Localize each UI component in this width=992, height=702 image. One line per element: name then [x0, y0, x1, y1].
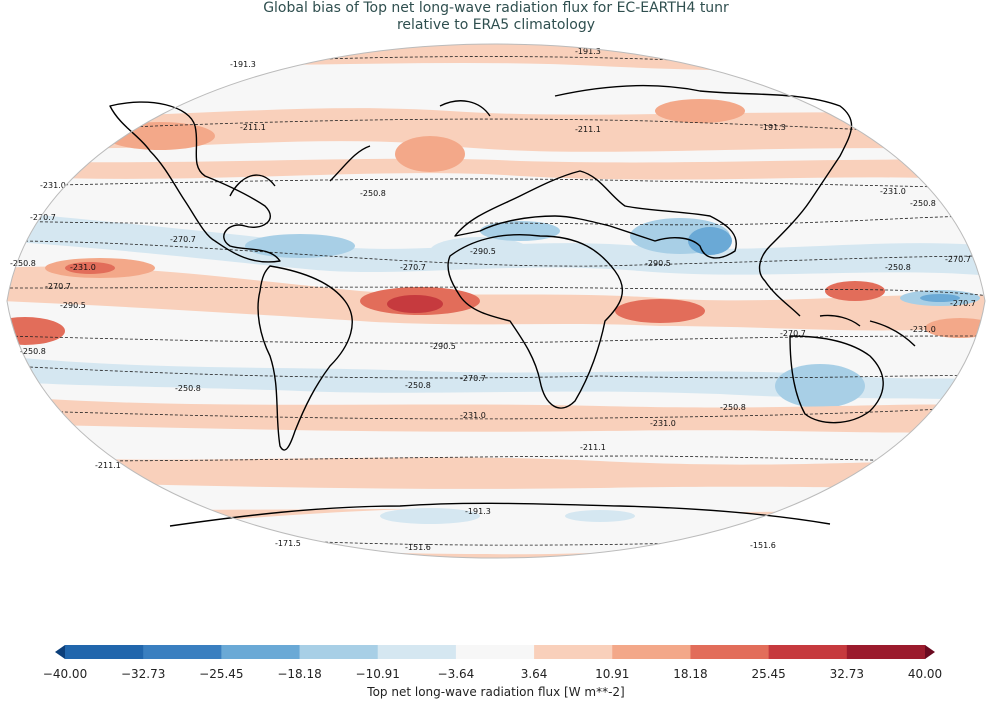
contour-label: -231.0: [460, 411, 486, 420]
colorbar-tick-label: 10.91: [595, 667, 630, 681]
contour-label-group: -191.3 -191.3 -191.3 -211.1 -211.1 -231.…: [10, 47, 976, 552]
colorbar-tick-label: −3.64: [437, 667, 475, 681]
globe-outline: [6, 43, 986, 559]
contour-label: -290.5: [60, 301, 86, 310]
contour-label: -211.1: [575, 125, 601, 134]
contour-label: -270.7: [945, 255, 971, 264]
contour-label: -231.0: [70, 263, 96, 272]
colorbar-tick-label: 32.73: [829, 667, 864, 681]
contour-label: -151.6: [405, 543, 431, 552]
map-field: [7, 44, 985, 558]
contour-label: -231.0: [40, 181, 66, 190]
contour-label: -270.7: [460, 374, 486, 383]
contour-label: -290.5: [645, 259, 671, 268]
colorbar-segment: [377, 645, 457, 659]
colorbar-tick-label: −10.91: [355, 667, 400, 681]
contour-label: -191.3: [230, 60, 256, 69]
contour-label: -270.7: [950, 299, 976, 308]
contour-label: -171.5: [275, 539, 301, 548]
chart-title-line1: Global bias of Top net long-wave radiati…: [263, 0, 729, 16]
contour-label: -191.3: [465, 507, 491, 516]
contour-label: -250.8: [360, 189, 386, 198]
contour-label: -250.8: [720, 403, 746, 412]
contour-label: -250.8: [885, 263, 911, 272]
contour-label: -250.8: [910, 199, 936, 208]
contour-label: -290.5: [430, 342, 456, 351]
colorbar-segment: [299, 645, 379, 659]
contour-label: -270.7: [170, 235, 196, 244]
colorbar-segment: [690, 645, 770, 659]
contour-label: -231.0: [650, 419, 676, 428]
colorbar-segment: [768, 645, 848, 659]
colorbar-tick-label: 25.45: [751, 667, 786, 681]
colorbar-tick-label: 40.00: [907, 667, 943, 681]
colorbar-segment: [455, 645, 535, 659]
colorbar-segment: [612, 645, 691, 659]
colorbar-segment: [534, 645, 613, 659]
contour-label: -191.3: [575, 47, 601, 56]
colorbar-segment: [221, 645, 301, 659]
coastlines: [109, 84, 916, 527]
contour-label: -270.7: [780, 329, 806, 338]
contour-label: -211.1: [580, 443, 606, 452]
colorbar-tick-label: −40.00: [42, 667, 88, 681]
colorbar-over-extension: [925, 645, 935, 659]
contour-label: -270.7: [45, 282, 71, 291]
contour-label: -250.8: [10, 259, 36, 268]
colorbar-tick-label: 18.18: [673, 667, 708, 681]
colorbar-segment: [846, 645, 926, 659]
colorbar-label: Top net long-wave radiation flux [W m**-…: [367, 685, 625, 699]
contour-label: -250.8: [20, 347, 46, 356]
contour-label: -270.7: [400, 263, 426, 272]
contour-label: -250.8: [175, 384, 201, 393]
contour-label: -211.1: [95, 461, 121, 470]
colorbar-tick-label: 3.64: [520, 667, 548, 681]
colorbar-tick-label: −18.18: [277, 667, 322, 681]
chart-title-line2: relative to ERA5 climatology: [396, 17, 596, 33]
colorbar-segment: [143, 645, 222, 659]
contour-label: -211.1: [240, 123, 266, 132]
colorbar-tick-label: −32.73: [120, 667, 166, 681]
contour-label: -191.3: [760, 123, 786, 132]
colorbar-under-extension: [55, 645, 65, 659]
colorbar-segment: [65, 645, 144, 659]
contour-label: -250.8: [405, 381, 431, 390]
colorbar-tick-label: −25.45: [199, 667, 244, 681]
contour-label: -290.5: [470, 247, 496, 256]
contour-label: -151.6: [750, 541, 776, 550]
contour-label: -231.0: [910, 325, 936, 334]
contour-label: -231.0: [880, 187, 906, 196]
contour-label: -270.7: [30, 213, 56, 222]
colorbar: [55, 645, 935, 659]
bias-map: -191.3 -191.3 -191.3 -211.1 -211.1 -231.…: [6, 43, 986, 559]
